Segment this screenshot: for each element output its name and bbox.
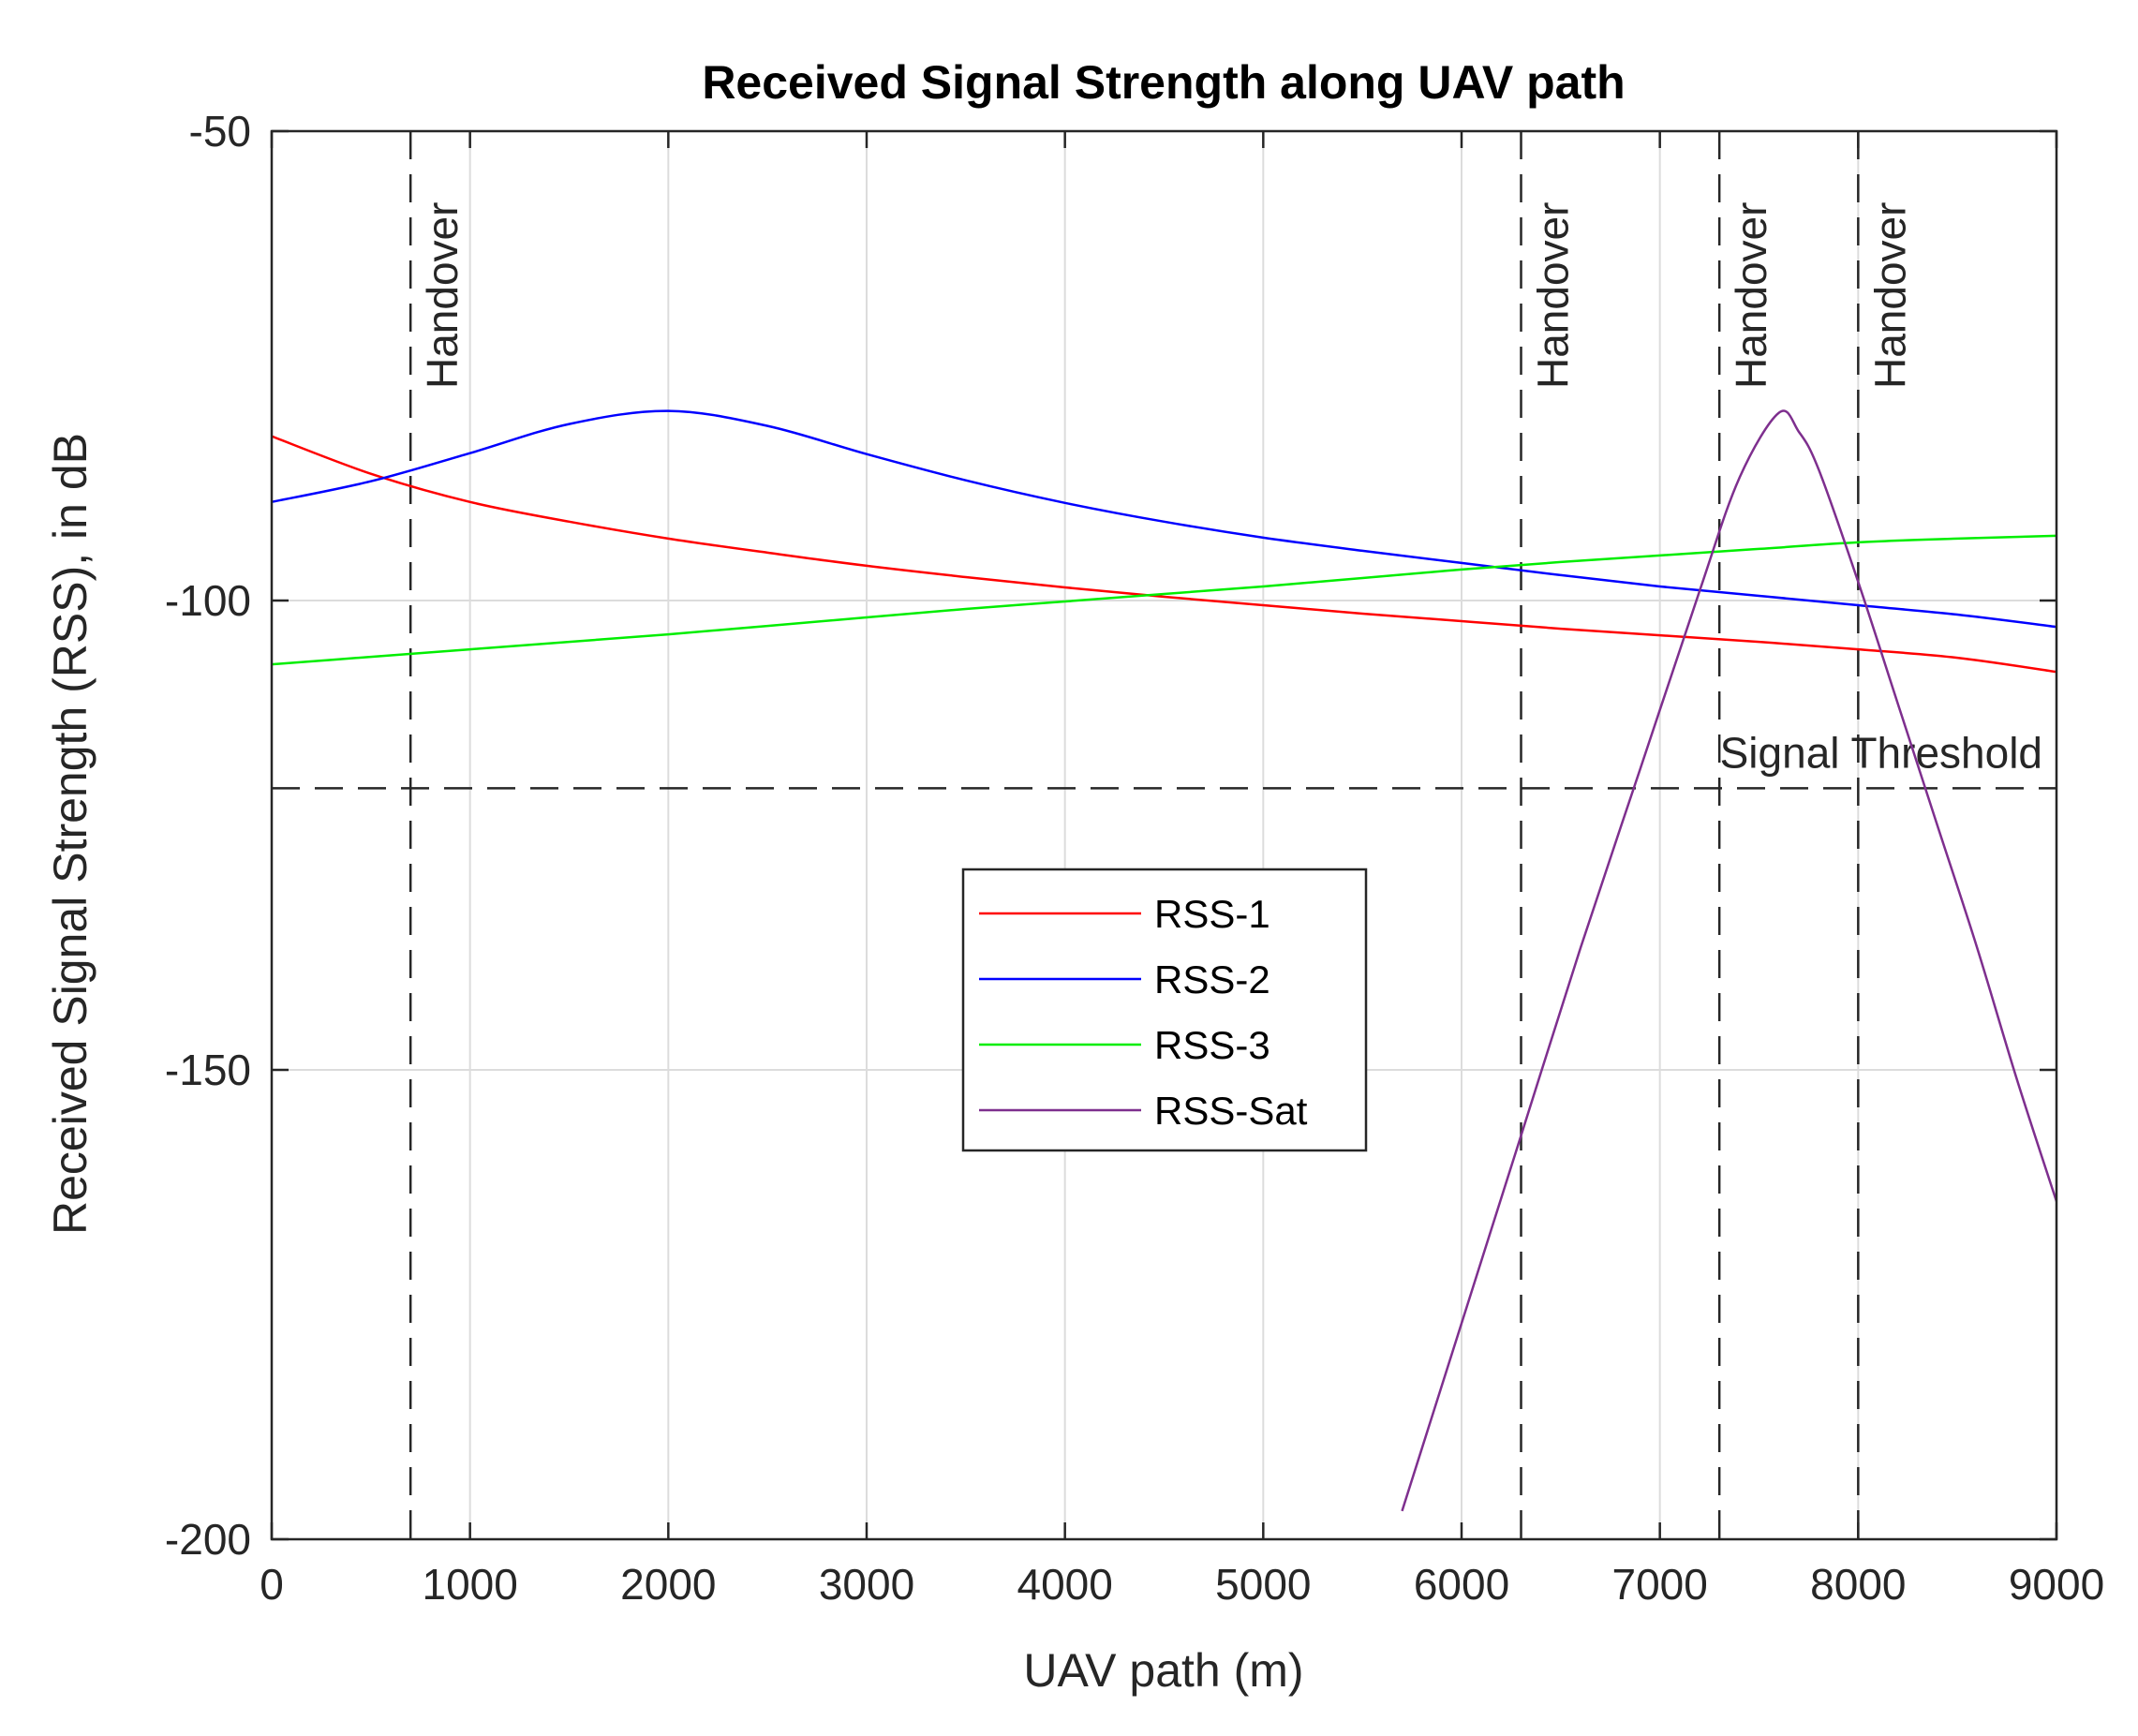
series-line-rss-1 — [272, 435, 2056, 674]
x-tick-label: 7000 — [1611, 1560, 1707, 1609]
handover-label: Handover — [418, 202, 467, 389]
legend-label-rss-sat: RSS-Sat — [1154, 1089, 1308, 1133]
y-tick-label: -100 — [165, 576, 251, 625]
x-tick-label: 2000 — [620, 1560, 716, 1609]
x-tick-label: 8000 — [1810, 1560, 1906, 1609]
chart-title: Received Signal Strength along UAV path — [702, 56, 1625, 109]
y-axis-label: Received Signal Strength (RSS), in dB — [44, 433, 97, 1235]
plot-area: Signal Threshold Handover Handover Handover… — [165, 107, 2104, 1609]
y-tick-label: -50 — [189, 107, 251, 156]
x-tick-label: 9000 — [2009, 1560, 2104, 1609]
x-tick-label: 5000 — [1215, 1560, 1311, 1609]
axes-background — [272, 131, 2056, 1539]
legend-box — [961, 868, 1368, 1152]
series-line-rss-sat — [1401, 409, 2056, 1512]
x-tick-label: 3000 — [819, 1560, 914, 1609]
legend: RSS-1 RSS-2 RSS-3 RSS-Sat — [961, 868, 1368, 1152]
legend-label-rss-1: RSS-1 — [1154, 892, 1270, 936]
legend-label-rss-3: RSS-3 — [1154, 1023, 1270, 1067]
x-tick-label: 4000 — [1017, 1560, 1112, 1609]
x-tick-label: 6000 — [1414, 1560, 1509, 1609]
x-tick-label: 1000 — [422, 1560, 517, 1609]
series-line-rss-3 — [272, 534, 2056, 666]
series-line-rss-2 — [272, 409, 2056, 629]
legend-label-rss-2: RSS-2 — [1154, 957, 1270, 1002]
y-tick-label: -200 — [165, 1515, 251, 1564]
handover-label: Handover — [1727, 202, 1775, 389]
handover-label: Handover — [1865, 202, 1914, 389]
x-tick-label: 0 — [260, 1560, 284, 1609]
x-axis-label: UAV path (m) — [1023, 1644, 1303, 1697]
axes-box — [270, 129, 2058, 1541]
y-tick-label: -150 — [165, 1046, 251, 1094]
handover-label: Handover — [1529, 202, 1578, 389]
signal-threshold-label: Signal Threshold — [1720, 728, 2042, 777]
